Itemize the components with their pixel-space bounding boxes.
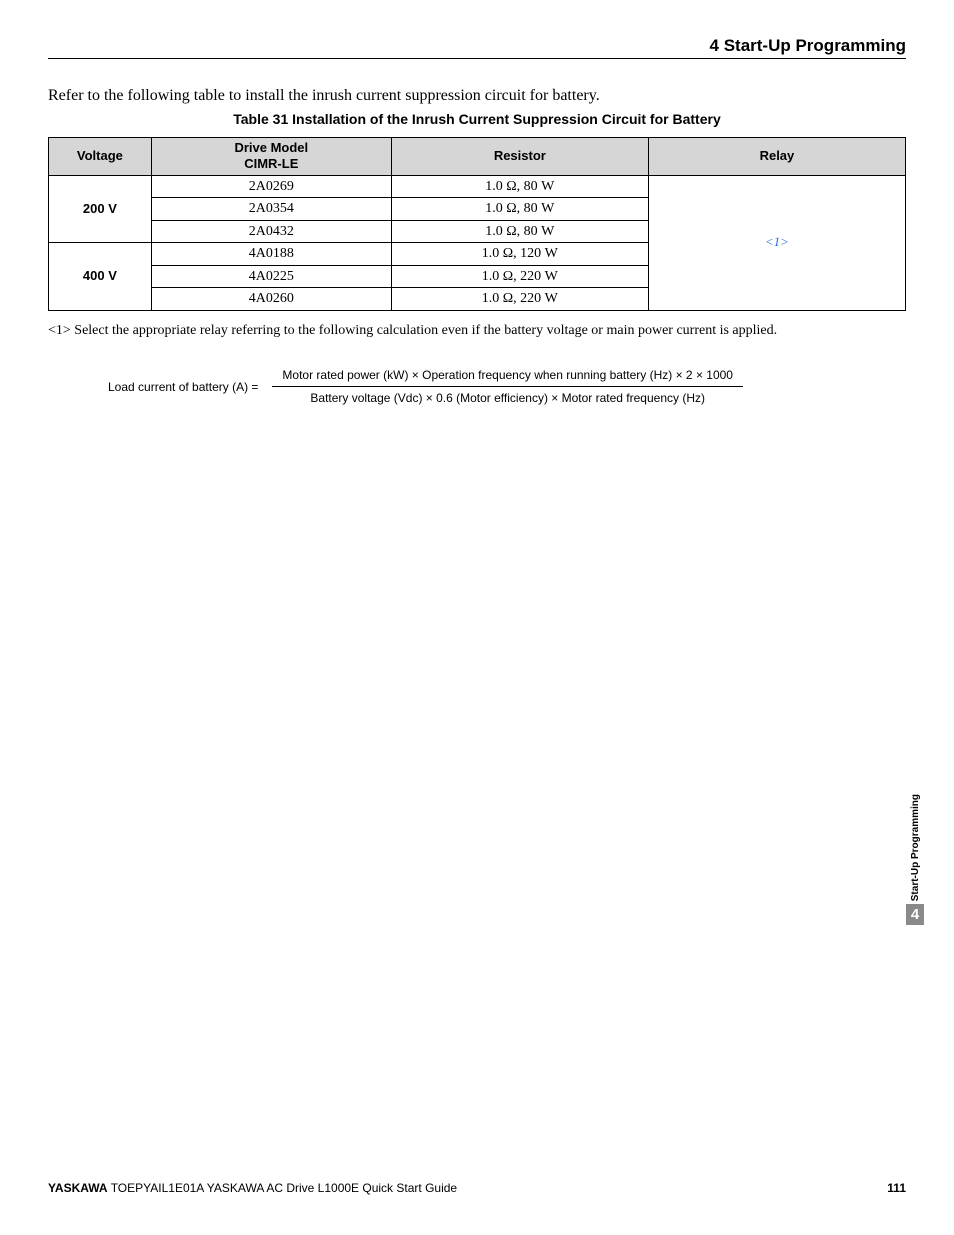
col-relay: Relay [648,138,905,176]
cell-voltage: 400 V [49,243,152,311]
table-caption: Table 31 Installation of the Inrush Curr… [48,111,906,127]
intro-text: Refer to the following table to install … [48,87,906,105]
cell-model: 2A0269 [151,175,391,198]
footer-doc: TOEPYAIL1E01A YASKAWA AC Drive L1000E Qu… [108,1181,458,1195]
footer-page-number: 111 [887,1181,906,1195]
side-tab-chapter: 4 [906,904,924,925]
cell-model: 4A0260 [151,288,391,311]
table-header-row: Voltage Drive Model CIMR-LE Resistor Rel… [49,138,906,176]
formula-fraction: Motor rated power (kW) × Operation frequ… [264,367,751,408]
formula: Load current of battery (A) = Motor rate… [48,367,906,408]
cell-model: 4A0188 [151,243,391,266]
footer-brand: YASKAWA [48,1181,108,1195]
formula-label: Load current of battery (A) = [108,380,264,394]
cell-resistor: 1.0 Ω, 80 W [391,175,648,198]
cell-model: 4A0225 [151,265,391,288]
cell-resistor: 1.0 Ω, 80 W [391,220,648,243]
formula-denominator: Battery voltage (Vdc) × 0.6 (Motor effic… [272,387,743,407]
page-footer: YASKAWA TOEPYAIL1E01A YASKAWA AC Drive L… [48,1181,906,1195]
col-resistor: Resistor [391,138,648,176]
inrush-table: Voltage Drive Model CIMR-LE Resistor Rel… [48,137,906,311]
cell-resistor: 1.0 Ω, 220 W [391,288,648,311]
cell-resistor: 1.0 Ω, 220 W [391,265,648,288]
col-model: Drive Model CIMR-LE [151,138,391,176]
cell-resistor: 1.0 Ω, 80 W [391,198,648,221]
formula-numerator: Motor rated power (kW) × Operation frequ… [272,367,743,388]
col-model-l2: CIMR-LE [244,156,298,171]
cell-model: 2A0432 [151,220,391,243]
section-header: 4 Start-Up Programming [48,36,906,59]
table-row: 200 V 2A0269 1.0 Ω, 80 W <1> [49,175,906,198]
cell-model: 2A0354 [151,198,391,221]
cell-relay: <1> [648,175,905,310]
side-tab-label: Start-Up Programming [910,790,921,901]
cell-voltage: 200 V [49,175,152,243]
cell-resistor: 1.0 Ω, 120 W [391,243,648,266]
col-model-l1: Drive Model [234,140,308,155]
side-tab: Start-Up Programming 4 [906,790,924,925]
table-footnote: <1> Select the appropriate relay referri… [48,323,906,339]
col-voltage: Voltage [49,138,152,176]
